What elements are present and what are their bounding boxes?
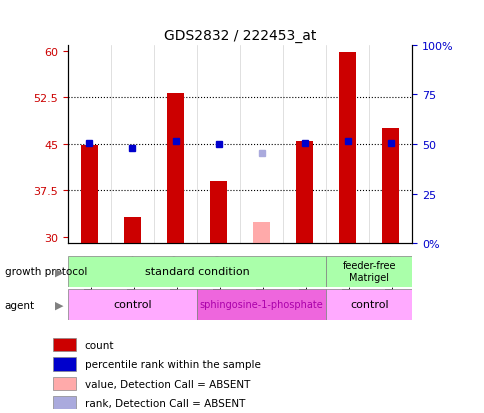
Text: control: control bbox=[113, 299, 151, 310]
Bar bbox=[197, 289, 326, 320]
Text: ▶: ▶ bbox=[55, 300, 63, 310]
Bar bbox=[253, 222, 270, 244]
Bar bbox=[53, 377, 76, 390]
Bar bbox=[123, 218, 141, 244]
Text: control: control bbox=[349, 299, 388, 310]
Bar bbox=[325, 256, 411, 287]
Text: feeder-free
Matrigel: feeder-free Matrigel bbox=[342, 261, 395, 282]
Bar bbox=[53, 358, 76, 371]
Text: rank, Detection Call = ABSENT: rank, Detection Call = ABSENT bbox=[85, 398, 244, 408]
Text: count: count bbox=[85, 340, 114, 350]
Text: agent: agent bbox=[5, 300, 35, 310]
Bar bbox=[381, 129, 398, 244]
Bar bbox=[53, 396, 76, 410]
Bar bbox=[68, 289, 197, 320]
Text: percentile rank within the sample: percentile rank within the sample bbox=[85, 359, 260, 369]
Bar bbox=[68, 256, 325, 287]
Bar bbox=[338, 53, 356, 244]
Text: value, Detection Call = ABSENT: value, Detection Call = ABSENT bbox=[85, 379, 250, 389]
Text: standard condition: standard condition bbox=[144, 266, 249, 277]
Bar bbox=[53, 338, 76, 351]
Bar bbox=[325, 289, 411, 320]
Text: ▶: ▶ bbox=[55, 267, 63, 277]
Bar bbox=[210, 182, 227, 244]
Bar bbox=[81, 146, 98, 244]
Bar bbox=[166, 94, 184, 244]
Bar bbox=[295, 142, 313, 244]
Text: sphingosine-1-phosphate: sphingosine-1-phosphate bbox=[199, 299, 323, 310]
Title: GDS2832 / 222453_at: GDS2832 / 222453_at bbox=[164, 29, 316, 43]
Text: growth protocol: growth protocol bbox=[5, 267, 87, 277]
